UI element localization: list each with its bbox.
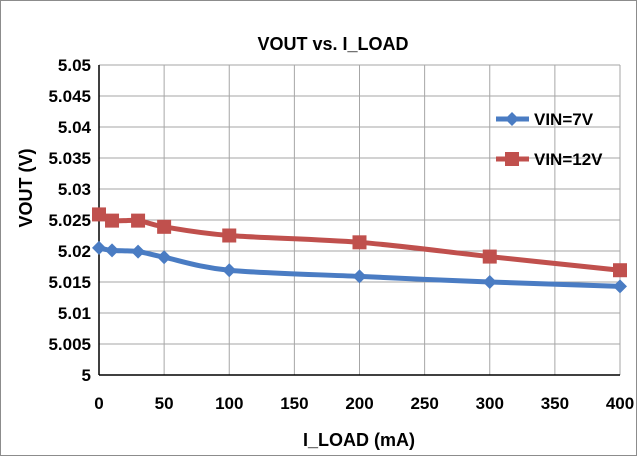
data-point — [352, 235, 367, 250]
legend-item: VIN=7V — [496, 110, 594, 129]
legend-swatch-marker — [505, 152, 519, 166]
grid — [98, 64, 621, 376]
x-tick-label: 50 — [155, 394, 174, 413]
y-tick-label: 5.05 — [58, 56, 91, 75]
axes: 5 5.005 5.01 5.015 5.02 5.025 5.03 5.035 5.04 5.0… — [48, 56, 634, 413]
y-tick-label: 5.03 — [58, 180, 91, 199]
data-point — [613, 263, 627, 278]
x-tick-label: 400 — [606, 394, 634, 413]
data-point — [613, 279, 627, 294]
y-tick-label: 5.015 — [48, 273, 91, 292]
y-axis-title: VOUT (V) — [16, 148, 36, 227]
legend-swatch-marker — [505, 112, 519, 126]
data-point — [482, 249, 497, 264]
y-tick-label: 5.035 — [48, 149, 91, 168]
chart-title: VOUT vs. I_LOAD — [257, 34, 408, 54]
legend-label: VIN=7V — [534, 110, 594, 129]
x-tick-label: 100 — [215, 394, 243, 413]
data-point — [131, 244, 146, 259]
data-point — [131, 213, 146, 228]
y-tick-label: 5.01 — [58, 304, 91, 323]
series-vin-7v — [92, 240, 627, 294]
x-tick-label: 250 — [410, 394, 438, 413]
y-tick-label: 5.005 — [48, 335, 91, 354]
x-tick-label: 350 — [541, 394, 569, 413]
x-tick-label: 200 — [345, 394, 373, 413]
data-point — [222, 263, 237, 278]
data-point — [92, 207, 106, 222]
x-tick-label: 300 — [476, 394, 504, 413]
legend: VIN=7V VIN=12V — [496, 110, 603, 169]
data-point — [105, 213, 120, 228]
y-tick-label: 5.025 — [48, 211, 91, 230]
data-point — [222, 228, 237, 243]
legend-item: VIN=12V — [496, 150, 603, 169]
data-point — [352, 269, 367, 284]
x-tick-label: 150 — [280, 394, 308, 413]
y-tick-label: 5.04 — [58, 118, 92, 137]
y-tick-label: 5 — [82, 366, 91, 385]
series-layer — [92, 207, 627, 294]
data-point — [105, 243, 120, 258]
series-vin-12v — [92, 207, 627, 278]
data-point — [157, 219, 172, 234]
y-tick-label: 5.02 — [58, 242, 91, 261]
x-tick-label: 0 — [94, 394, 103, 413]
data-point — [482, 275, 497, 289]
data-point — [157, 250, 172, 265]
y-tick-label: 5.045 — [48, 87, 91, 106]
legend-label: VIN=12V — [534, 150, 603, 169]
x-axis-title: I_LOAD (mA) — [303, 430, 415, 450]
data-point — [92, 240, 106, 255]
